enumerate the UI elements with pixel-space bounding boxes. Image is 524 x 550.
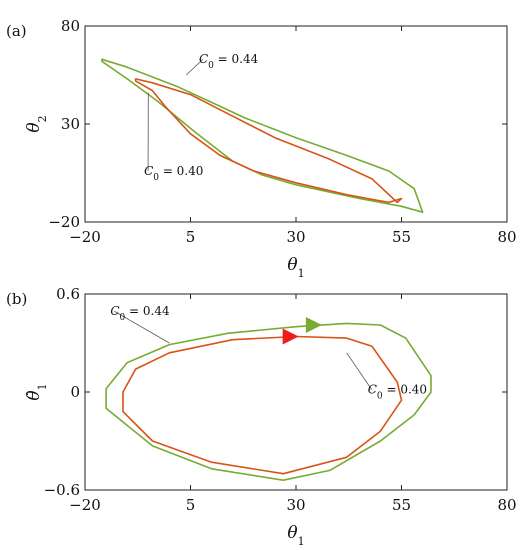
axes-frame <box>84 293 508 491</box>
x-tick-label: 80 <box>497 228 516 246</box>
y-tick-label: 80 <box>61 17 80 35</box>
y-tick-label: 0.6 <box>56 285 80 303</box>
direction-marker-0 <box>282 328 299 345</box>
x-tick-label: −20 <box>69 496 101 514</box>
x-tick-label: 5 <box>186 228 196 246</box>
x-axis-label: θ1 <box>287 523 304 548</box>
x-tick-label: 30 <box>286 228 305 246</box>
panel-label: (a) <box>6 22 27 40</box>
annotation-label: C0 = 0.44 <box>199 52 259 71</box>
series-line-0 <box>101 58 424 213</box>
panel-label: (b) <box>6 290 27 308</box>
x-tick-label: 30 <box>286 496 305 514</box>
annotation-leader <box>186 58 204 76</box>
x-tick-label: 55 <box>392 228 411 246</box>
y-axis-label: θ̇1 <box>24 383 49 400</box>
y-tick-label: −0.6 <box>44 481 80 499</box>
annotation-label: C0 = 0.44 <box>110 304 170 323</box>
x-axis-label: θ1 <box>287 255 304 280</box>
direction-marker-1 <box>305 317 322 334</box>
x-tick-label: 80 <box>497 496 516 514</box>
annotation-leader <box>346 352 373 390</box>
y-tick-label: 30 <box>61 115 80 133</box>
annotation-label: C0 = 0.40 <box>144 164 203 183</box>
x-tick-label: −20 <box>69 228 101 246</box>
y-axis-label-wrap: θ̇1 <box>24 383 49 400</box>
panel-a: −20 5 30 55 80 −20 30 80 (a) θ1 θ2 C0 = 0.44 C0 = 0.… <box>6 17 517 280</box>
y-axis-label: θ2 <box>24 115 49 132</box>
series-line-1 <box>134 78 403 204</box>
series-line-0 <box>105 322 432 481</box>
panel-b: −20 5 30 55 80 −0.6 0 0.6 (b) θ1 θ̇1 C0 = 0.44 C0 = … <box>6 285 517 548</box>
y-tick-label: 0 <box>70 383 80 401</box>
annotation-label: C0 = 0.40 <box>368 383 427 402</box>
x-tick-label: 55 <box>392 496 411 514</box>
x-tick-label: 5 <box>186 496 196 514</box>
series-line-1 <box>122 335 403 475</box>
annotation-leader <box>114 310 170 344</box>
y-axis-label-wrap: θ2 <box>24 115 49 132</box>
y-tick-label: −20 <box>48 213 80 231</box>
